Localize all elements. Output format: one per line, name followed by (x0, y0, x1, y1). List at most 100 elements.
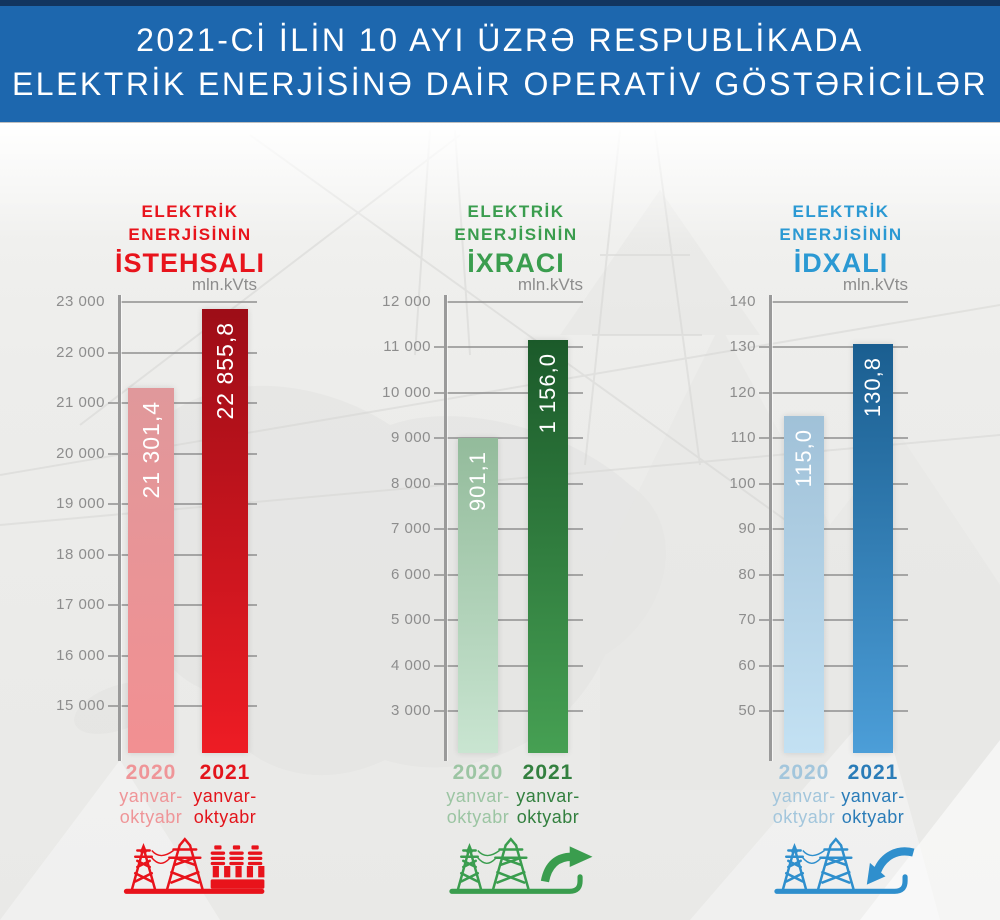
header-banner: 2021-Cİ İLİN 10 AYI ÜZRƏ RESPUBLİKADA EL… (0, 0, 1000, 122)
axis-tick-label: 22 000 (56, 343, 105, 361)
bar-value-label: 22 855,8 (211, 322, 238, 420)
x-axis-year-label: 2020 (125, 761, 177, 784)
production-towers-icon (110, 835, 270, 902)
gridline (434, 573, 583, 576)
axis-tick-label: 90 (738, 520, 756, 538)
axis-tick-label: 19 000 (56, 495, 105, 512)
unit-label: mln.kVts (517, 275, 583, 294)
unit-label: mln.kVts (191, 275, 257, 294)
axis-tick-label: 10 000 (382, 383, 431, 401)
axis-tick-label: 100 (729, 474, 756, 492)
axis-tick-label: 4 000 (390, 656, 431, 674)
gridline (108, 705, 257, 707)
axis-tick-label: 21 000 (56, 394, 105, 411)
x-axis-period-label: yanvar- (841, 786, 905, 806)
chart-column-production: ELEKTRİK ENERJİSİNİN İSTEHSALI mln.kVts … (40, 190, 340, 920)
axis-tick-label: 110 (730, 429, 756, 447)
gridline (108, 402, 257, 404)
gridline (434, 482, 583, 485)
bar-value-label: 21 301,4 (137, 400, 164, 499)
gridline (759, 391, 908, 394)
gridline (759, 437, 908, 440)
axis-tick-label: 6 000 (390, 565, 431, 583)
chart-column-import: ELEKTRİK ENERJİSİNİN İDXALI mln.kVts 140… (691, 190, 991, 920)
gridline (759, 664, 908, 667)
bar-2021: 130,8 (853, 343, 893, 753)
x-axis-year-label: 2020 (778, 761, 830, 784)
gridline (759, 482, 908, 485)
gridline (108, 604, 257, 606)
bar-2020: 901,1 (458, 437, 498, 753)
axis-tick-label: 11 000 (383, 338, 431, 356)
gridline (434, 437, 583, 440)
export-towers-arrow-icon (436, 835, 596, 902)
x-axis-period-label: oktyabr (193, 807, 257, 827)
axis-tick-label: 3 000 (390, 702, 431, 719)
bar-2020: 115,0 (784, 415, 824, 753)
chart-title-line: İSTEHSALI (114, 248, 265, 278)
x-axis-period-label: oktyabr (841, 807, 905, 827)
x-axis-period-label: yanvar- (772, 786, 836, 806)
gridline (119, 301, 257, 303)
axis-tick-label: 16 000 (56, 646, 105, 664)
bar-2021: 22 855,8 (202, 309, 248, 753)
header-fade (0, 122, 1000, 242)
unit-label: mln.kVts (842, 275, 908, 294)
x-axis-period-label: yanvar- (446, 786, 510, 806)
chart-title-line: ENERJİSİNİN (779, 225, 903, 244)
gridline (759, 710, 908, 712)
x-axis-period-label: oktyabr (772, 807, 836, 827)
axis-tick-label: 50 (738, 702, 756, 719)
chart-title-line: ELEKTRİK (467, 202, 565, 221)
x-axis-year-label: 2021 (522, 761, 574, 784)
gridline (108, 351, 257, 354)
axis-tick-label: 5 000 (390, 611, 431, 629)
gridline (445, 301, 583, 303)
bar-value-label: 115,0 (791, 428, 816, 488)
x-axis-year-label: 2021 (199, 761, 251, 784)
gridline (770, 301, 908, 303)
gridline (759, 619, 908, 622)
gridline (434, 391, 583, 394)
x-axis-year-label: 2020 (452, 761, 504, 784)
chart-column-export: ELEKTRİK ENERJİSİNİN İXRACI mln.kVts 12 … (366, 190, 666, 920)
x-axis-period-label: oktyabr (119, 807, 183, 827)
axis-tick-label: 17 000 (56, 596, 105, 613)
axis-tick-label: 12 000 (382, 293, 431, 310)
bar-value-label: 901,1 (465, 450, 490, 511)
axis-tick-label: 9 000 (390, 429, 431, 447)
axis-tick-label: 8 000 (390, 474, 431, 492)
gridline (434, 346, 583, 349)
bar-2020: 21 301,4 (128, 387, 174, 753)
x-axis-year-label: 2021 (847, 761, 899, 784)
bar-value-label: 1 156,0 (535, 352, 560, 434)
axis-tick-label: 20 000 (56, 444, 105, 462)
gridline (108, 503, 257, 505)
chart-title-line: İDXALI (793, 248, 889, 278)
x-axis-period-label: oktyabr (446, 807, 510, 827)
chart-title-line: İXRACI (467, 248, 565, 278)
x-axis-period-label: yanvar- (516, 786, 580, 806)
chart-title-line: ELEKTRİK (141, 202, 239, 221)
y-axis-line (769, 295, 772, 761)
axis-tick-label: 80 (738, 565, 756, 583)
header-top-stripe (0, 0, 1000, 6)
gridline (434, 528, 583, 531)
axis-tick-label: 120 (729, 383, 756, 401)
x-axis-period-label: oktyabr (516, 807, 580, 827)
chart-title-line: ELEKTRİK (792, 202, 890, 221)
gridline (108, 654, 257, 657)
import-towers-arrow-icon (761, 835, 921, 902)
gridline (108, 452, 257, 455)
axis-tick-label: 18 000 (56, 545, 105, 563)
gridline (108, 553, 257, 556)
chart-title-import: ELEKTRİK ENERJİSİNİN İDXALI (691, 200, 991, 278)
gridline (759, 573, 908, 576)
chart-title-line: ENERJİSİNİN (128, 225, 252, 244)
axis-tick-label: 60 (738, 656, 756, 674)
chart-title-line: ENERJİSİNİN (454, 225, 578, 244)
axis-tick-label: 130 (729, 338, 756, 356)
axis-tick-label: 15 000 (56, 697, 105, 714)
header-background (0, 6, 1000, 122)
gridline (434, 710, 583, 712)
